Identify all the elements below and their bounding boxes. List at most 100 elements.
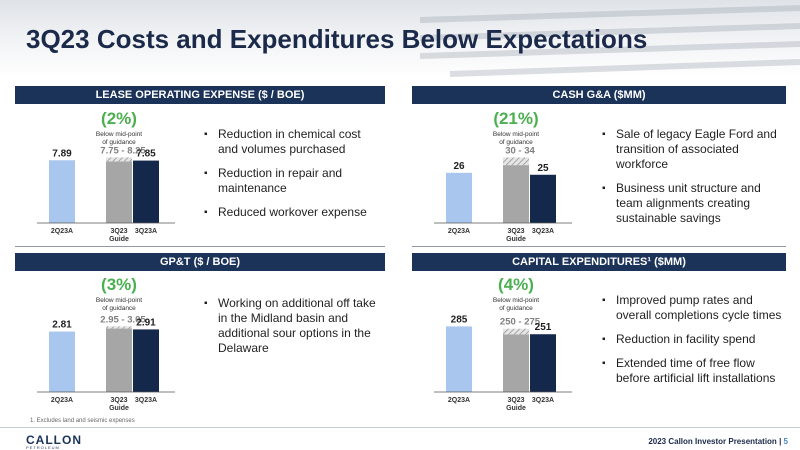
guide-range-hatch <box>503 157 529 166</box>
page-title: 3Q23 Costs and Expenditures Below Expect… <box>26 24 648 54</box>
panel-heading-capital-expenditures: CAPITAL EXPENDITURES¹ ($MM) <box>412 253 786 271</box>
bar-2q23a <box>446 326 472 392</box>
guide-range-hatch <box>106 157 132 162</box>
footer-presentation-title: 2023 Callon Investor Presentation <box>648 437 777 446</box>
x-tick-label: 2Q23A <box>448 228 470 235</box>
bullet-marker-icon: ▪ <box>204 207 208 218</box>
panel-heading-cash-ga: CASH G&A ($MM) <box>412 86 786 104</box>
header-background <box>0 0 800 78</box>
guidance-note: of guidance <box>102 139 136 146</box>
x-tick-label: 3Q23A <box>135 397 157 404</box>
bar-value-label: 251 <box>535 322 552 333</box>
guide-range-label: 2.95 - 3.05 <box>100 314 146 325</box>
bullet-marker-icon: ▪ <box>602 129 606 140</box>
bullet-item: ▪ Reduction in chemical cost and volumes … <box>202 127 382 157</box>
bullet-text: Improved pump rates and overall completi… <box>616 293 782 322</box>
panel-heading-gpt: GP&T ($ / BOE) <box>15 253 385 271</box>
bullet-marker-icon: ▪ <box>204 298 208 309</box>
bullet-marker-icon: ▪ <box>204 129 208 140</box>
guide-range-label: 30 - 34 <box>505 145 535 156</box>
bar-value-label: 26 <box>453 161 465 172</box>
bar-value-label: 2.81 <box>52 320 72 331</box>
bullet-item: ▪ Reduction in facility spend <box>600 332 786 347</box>
panel-heading-lease-operating-expense: LEASE OPERATING EXPENSE ($ / BOE) <box>15 86 385 104</box>
guide-range-hatch <box>503 328 529 335</box>
bullet-text: Reduction in chemical cost and volumes p… <box>218 127 361 156</box>
footer-presentation-label: 2023 Callon Investor Presentation | 5 <box>648 437 788 446</box>
bar-value-label: 285 <box>451 314 468 325</box>
guidance-note: of guidance <box>499 139 533 146</box>
guide-range-label: 250 - 275 <box>500 317 541 328</box>
x-tick-label: 3Q23 <box>110 228 127 235</box>
bar-value-label: 25 <box>537 163 549 174</box>
x-tick-label: 3Q23A <box>135 228 157 235</box>
panel-divider <box>412 246 786 247</box>
bullet-marker-icon: ▪ <box>602 334 606 345</box>
bullet-text: Reduction in facility spend <box>616 332 756 346</box>
x-tick-label: 3Q23 <box>507 228 524 235</box>
x-tick-label: 3Q23A <box>532 228 554 235</box>
bullet-list-lease-operating-expense: ▪ Reduction in chemical cost and volumes … <box>202 127 382 229</box>
footer-divider <box>0 427 800 428</box>
bullet-item: ▪ Working on additional off take in the M… <box>202 296 382 356</box>
pipes-background-image <box>420 5 800 77</box>
x-tick-label: 2Q23A <box>51 228 73 235</box>
bullet-text: Business unit structure and team alignme… <box>616 181 761 225</box>
bullet-item: ▪ Sale of legacy Eagle Ford and transitio… <box>600 127 786 172</box>
guide-range-hatch <box>106 326 132 329</box>
guidance-note: Below mid-point <box>493 131 539 138</box>
bullet-marker-icon: ▪ <box>602 358 606 369</box>
x-tick-label: 2Q23A <box>51 397 73 404</box>
bar-2q23a <box>49 331 75 392</box>
change-percent-label: (4%) <box>498 275 534 294</box>
guidance-note: of guidance <box>102 305 136 312</box>
x-tick-label: 3Q23A <box>532 397 554 404</box>
company-logo-sub: PETROLEUM <box>26 445 60 450</box>
bullet-text: Reduction in repair and maintenance <box>218 166 343 195</box>
bullet-item: ▪ Business unit structure and team alignm… <box>600 181 786 226</box>
bar-3q23a <box>133 329 159 392</box>
x-tick-label: Guide <box>506 405 526 412</box>
bullet-item: ▪ Improved pump rates and overall complet… <box>600 293 786 323</box>
guidance-note: Below mid-point <box>96 297 142 304</box>
x-tick-label: 3Q23 <box>507 397 524 404</box>
change-percent-label: (2%) <box>101 109 137 128</box>
bullet-text: Working on additional off take in the Mi… <box>218 296 376 355</box>
bar-3q23-guide <box>106 328 132 392</box>
x-tick-label: Guide <box>506 236 526 243</box>
panel-divider <box>15 246 385 247</box>
bullet-item: ▪ Reduction in repair and maintenance <box>202 166 382 196</box>
bar-3q23a <box>133 160 159 223</box>
bar-3q23-guide <box>106 161 132 223</box>
bullet-list-capital-expenditures: ▪ Improved pump rates and overall complet… <box>600 293 786 395</box>
x-tick-label: Guide <box>109 236 129 243</box>
bar-3q23-guide <box>503 165 529 223</box>
company-logo: CALLON <box>26 433 82 447</box>
bullet-text: Sale of legacy Eagle Ford and transition… <box>616 127 777 171</box>
bullet-list-gpt: ▪ Working on additional off take in the M… <box>202 296 382 365</box>
guidance-note: of guidance <box>499 305 533 312</box>
change-percent-label: (21%) <box>493 109 538 128</box>
bullet-marker-icon: ▪ <box>602 183 606 194</box>
footnote: 1. Excludes land and seismic expenses <box>30 418 135 424</box>
bar-3q23a <box>530 174 556 223</box>
guide-range-label: 7.75 - 8.25 <box>100 145 146 156</box>
guidance-note: Below mid-point <box>493 297 539 304</box>
bullet-marker-icon: ▪ <box>602 295 606 306</box>
bar-value-label: 7.85 <box>136 149 156 160</box>
bullet-item: ▪ Extended time of free flow before artif… <box>600 356 786 386</box>
guidance-note: Below mid-point <box>96 131 142 138</box>
bullet-list-cash-ga: ▪ Sale of legacy Eagle Ford and transitio… <box>600 127 786 235</box>
bar-value-label: 7.89 <box>52 148 72 159</box>
change-percent-label: (3%) <box>101 275 137 294</box>
bar-2q23a <box>49 160 75 223</box>
bullet-item: ▪ Reduced workover expense <box>202 205 382 220</box>
x-tick-label: Guide <box>109 405 129 412</box>
bullet-marker-icon: ▪ <box>204 168 208 179</box>
bar-2q23a <box>446 172 472 223</box>
page-number: 5 <box>783 437 788 446</box>
